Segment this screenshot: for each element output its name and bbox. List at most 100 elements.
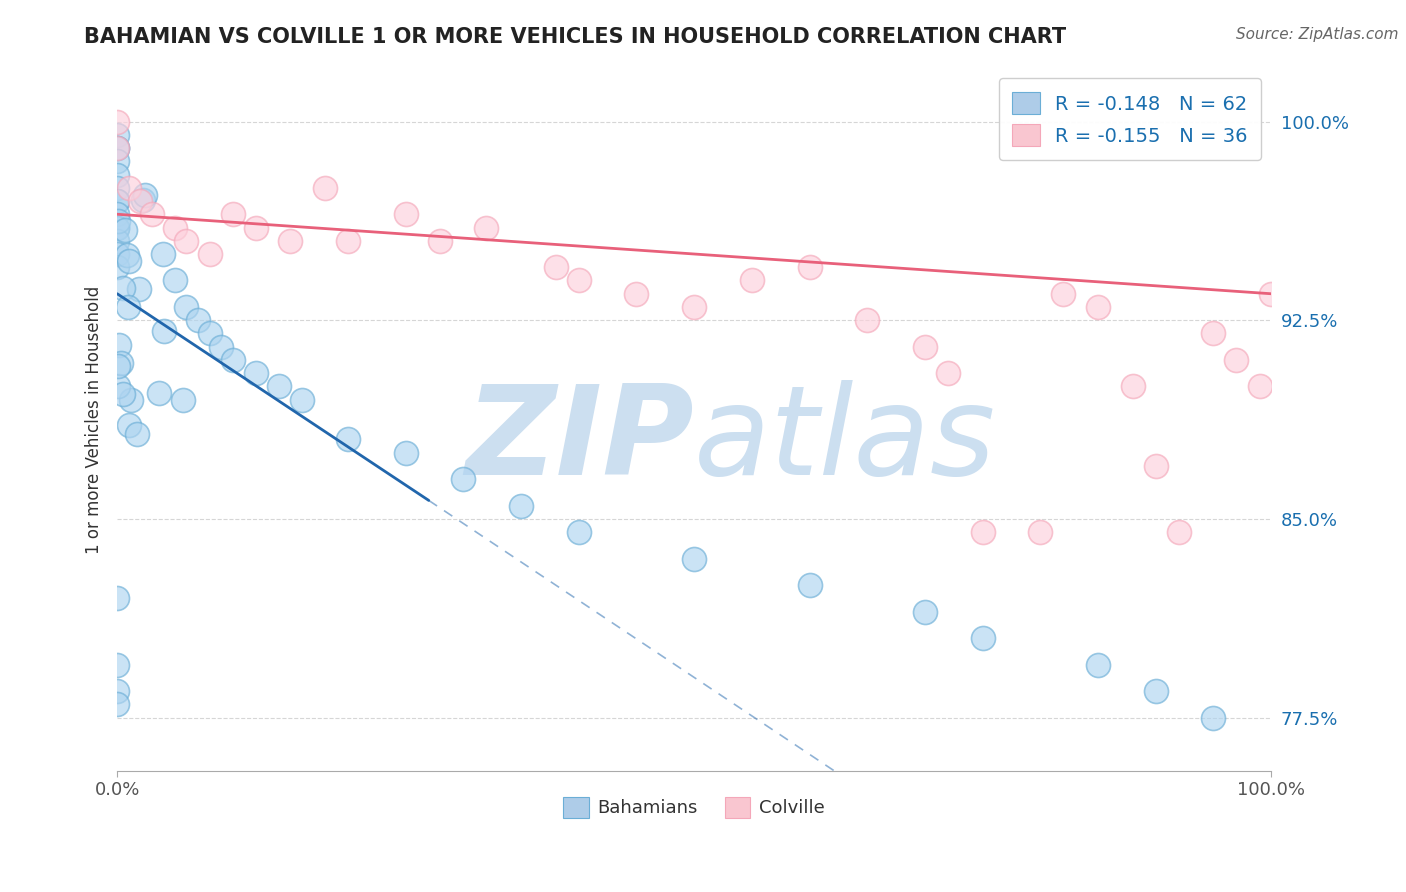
Point (1249, 379, 1271, 393)
Point (278, 234, 301, 248)
Point (1225, 353, 1247, 368)
Point (683, 300, 706, 314)
Point (163, 273, 186, 287)
Point (128, 282, 150, 296)
Point (118, 254, 141, 268)
Point (198, 326, 221, 341)
Point (1144, 458, 1167, 473)
Point (111, 281, 134, 295)
Point (105, 154, 128, 169)
Point (105, 194, 128, 208)
Point (221, 353, 243, 368)
Point (118, 417, 141, 432)
Point (105, 141, 128, 155)
Text: Source: ZipAtlas.com: Source: ZipAtlas.com (1236, 27, 1399, 42)
Point (187, 313, 209, 327)
Point (105, 141, 128, 155)
Point (544, 260, 567, 275)
Point (110, 356, 132, 370)
Point (105, 141, 128, 155)
Point (152, 247, 174, 261)
Point (1052, 286, 1074, 301)
Point (314, 180, 336, 194)
Point (105, 698, 128, 712)
Point (134, 188, 156, 202)
Point (336, 234, 359, 248)
Point (1167, 525, 1189, 540)
Point (105, 168, 128, 182)
Y-axis label: 1 or more Vehicles in Household: 1 or more Vehicles in Household (86, 285, 103, 554)
Point (120, 393, 142, 408)
Point (105, 114, 128, 128)
Point (475, 220, 498, 235)
Point (1087, 657, 1109, 672)
Point (105, 180, 128, 194)
Point (568, 273, 591, 287)
Point (115, 248, 138, 262)
Text: atlas: atlas (695, 380, 997, 501)
Point (117, 301, 139, 315)
Point (105, 207, 128, 221)
Point (568, 525, 591, 540)
Point (221, 207, 243, 221)
Point (107, 379, 129, 393)
Point (163, 220, 186, 235)
Point (510, 499, 533, 513)
Point (107, 338, 129, 352)
Point (799, 260, 821, 275)
Point (105, 684, 128, 698)
Point (105, 128, 128, 142)
Legend: Bahamians, Colville: Bahamians, Colville (555, 789, 832, 825)
Point (132, 193, 155, 207)
Point (626, 286, 648, 301)
Point (172, 393, 194, 408)
Point (936, 366, 959, 380)
Point (972, 631, 994, 645)
Point (107, 359, 129, 374)
Point (198, 247, 221, 261)
Point (209, 340, 232, 354)
Point (683, 551, 706, 566)
Point (799, 578, 821, 592)
Point (129, 194, 152, 208)
Point (1202, 711, 1225, 725)
Point (245, 366, 267, 380)
Point (112, 386, 135, 401)
Point (1122, 379, 1144, 393)
Point (105, 220, 128, 235)
Text: ZIP: ZIP (465, 380, 695, 501)
Point (972, 525, 994, 540)
Point (105, 194, 128, 208)
Point (114, 223, 136, 237)
Point (105, 591, 128, 606)
Point (152, 324, 174, 338)
Point (395, 207, 418, 221)
Point (1029, 525, 1052, 540)
Point (105, 247, 128, 261)
Point (291, 392, 314, 407)
Point (1087, 300, 1109, 314)
Point (1202, 326, 1225, 341)
Point (105, 260, 128, 275)
Point (148, 386, 170, 401)
Point (176, 300, 198, 314)
Point (914, 605, 936, 619)
Point (125, 427, 148, 442)
Point (245, 220, 267, 235)
Point (741, 273, 763, 287)
Point (1144, 684, 1167, 698)
Point (105, 657, 128, 672)
Text: BAHAMIAN VS COLVILLE 1 OR MORE VEHICLES IN HOUSEHOLD CORRELATION CHART: BAHAMIAN VS COLVILLE 1 OR MORE VEHICLES … (84, 27, 1067, 46)
Point (105, 220, 128, 235)
Point (914, 340, 936, 354)
Point (453, 472, 475, 486)
Point (336, 433, 359, 447)
Point (105, 234, 128, 248)
Point (107, 214, 129, 228)
Point (176, 234, 198, 248)
Point (118, 180, 141, 194)
Point (1260, 286, 1282, 301)
Point (141, 207, 163, 221)
Point (429, 234, 451, 248)
Point (267, 379, 290, 393)
